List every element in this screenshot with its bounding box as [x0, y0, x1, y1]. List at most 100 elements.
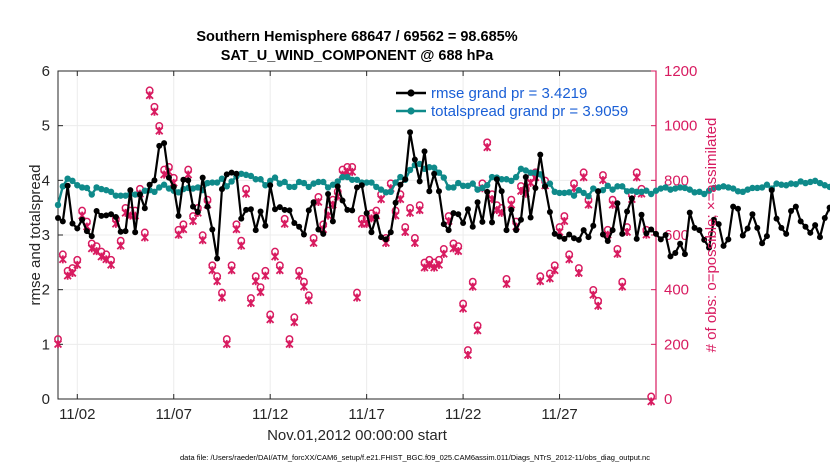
totalspread-point	[647, 190, 655, 198]
totalspread-point	[811, 177, 819, 185]
y-right-tick-label: 1200	[664, 63, 697, 80]
obs-assimilated-marker	[598, 176, 607, 185]
obs-assimilated-marker	[459, 304, 468, 313]
totalspread-point	[580, 189, 587, 197]
y-axis-right-label: # of obs: o=possible; ×=assimilated	[703, 118, 720, 353]
totalspread-point	[657, 185, 665, 192]
totalspread-point	[464, 182, 472, 189]
totalspread-point	[455, 179, 462, 187]
obs-point	[473, 321, 482, 335]
rmse-point	[657, 236, 664, 243]
y-right-tick-label: 800	[664, 172, 689, 189]
ticks: 11/02 11/07 11/12 11/17 11/22 11/27 0 1 2 3 4 5 6 0 20…	[42, 63, 698, 423]
y-right-tick-label: 1000	[664, 118, 697, 135]
rmse-point	[426, 188, 433, 195]
rmse-point	[103, 212, 110, 219]
totalspread-point	[141, 187, 149, 194]
totalspread-point	[705, 187, 713, 194]
rmse-point	[378, 234, 385, 241]
obs-assimilated-marker	[473, 326, 482, 335]
totalspread-point	[295, 178, 303, 186]
obs-assimilated-marker	[237, 241, 246, 250]
totalspread-point	[681, 184, 689, 192]
obs-point	[184, 165, 193, 179]
totalspread-point	[213, 179, 221, 186]
totalspread-point	[676, 184, 684, 191]
obs-point	[188, 212, 198, 226]
totalspread-point	[238, 170, 245, 177]
rmse-point	[667, 253, 674, 260]
obs-point	[246, 294, 255, 308]
obs-assimilated-marker	[295, 271, 304, 280]
totalspread-point	[807, 178, 814, 186]
legend-label: totalspread grand pr = 3.9059	[431, 103, 628, 120]
obs-point	[598, 171, 607, 185]
totalspread-point	[715, 184, 722, 191]
rmse-point	[363, 210, 370, 217]
obs-assimilated-marker	[574, 268, 583, 278]
obs-point	[434, 255, 444, 269]
rmse-point	[392, 199, 399, 206]
obs-assimilated-marker	[377, 195, 386, 204]
totalspread-point	[503, 176, 510, 183]
totalspread-point	[78, 184, 86, 191]
obs-assimilated-marker	[155, 126, 164, 135]
rmse-point	[677, 240, 684, 247]
rmse-point	[272, 206, 279, 213]
legend-label: rmse grand pr = 3.4219	[431, 85, 587, 102]
obs-assimilated-marker	[536, 277, 545, 286]
rmse-point	[305, 207, 312, 214]
totalspread-point	[204, 179, 211, 187]
x-axis-label: Nov.01,2012 00:00:00 start	[267, 427, 448, 444]
rmse-point	[720, 242, 727, 249]
chart-title: Southern Hemisphere 68647 / 69562 = 98.6…	[196, 29, 517, 45]
rmse-point	[759, 240, 766, 247]
y-tick-label: 4	[42, 172, 50, 189]
rmse-point	[474, 199, 481, 206]
totalspread-point	[609, 186, 616, 193]
obs-point	[574, 264, 583, 278]
rmse-point	[628, 195, 635, 202]
obs-point	[439, 244, 448, 258]
obs-point	[232, 220, 241, 234]
rmse-point	[730, 203, 737, 210]
totalspread-point	[585, 192, 592, 200]
rmse-point	[223, 171, 230, 178]
rmse-point	[440, 221, 447, 228]
obs-assimilated-marker	[232, 225, 241, 234]
rmse-point	[136, 191, 143, 198]
rmse-point	[358, 182, 365, 189]
rmse-point	[180, 176, 187, 183]
obs-assimilated-marker	[246, 299, 255, 308]
obs-point	[468, 277, 477, 291]
obs-point	[348, 162, 357, 176]
obs-assimilated-marker	[613, 249, 622, 258]
rmse-point	[156, 142, 163, 149]
obs-assimilated-marker	[439, 249, 448, 258]
rmse-point	[590, 222, 597, 229]
totalspread-point	[517, 165, 525, 173]
obs-assimilated-marker	[594, 301, 603, 310]
obs-assimilated-marker	[348, 167, 357, 176]
y-tick-label: 5	[42, 118, 50, 135]
legend-item-rmse: rmse grand pr = 3.4219	[396, 85, 587, 102]
rmse-point	[802, 223, 809, 230]
rmse-point	[247, 206, 254, 213]
totalspread-point	[353, 176, 361, 183]
totalspread-point	[551, 188, 558, 196]
totalspread-point	[787, 180, 795, 187]
obs-assimilated-marker	[116, 241, 125, 250]
rmse-point	[706, 244, 713, 251]
obs-assimilated-marker	[483, 143, 492, 152]
totalspread-point	[763, 181, 771, 188]
obs-point	[116, 236, 125, 250]
obs-assimilated-marker	[222, 340, 231, 349]
obs-assimilated-marker	[410, 238, 419, 248]
rmse-point	[59, 218, 66, 225]
totalspread-point	[74, 182, 81, 189]
obs-point	[401, 223, 410, 237]
rmse-point	[416, 178, 423, 185]
rmse-point	[633, 235, 640, 242]
obs-assimilated-marker	[309, 238, 318, 248]
rmse-point	[749, 211, 756, 218]
